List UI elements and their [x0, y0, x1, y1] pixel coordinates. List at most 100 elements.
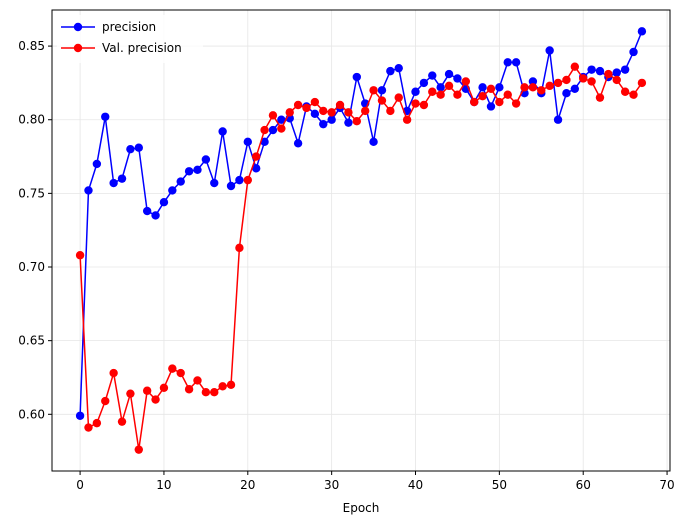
legend-label-precision: precision: [102, 20, 156, 34]
data-point-precision: [612, 68, 621, 77]
data-point-precision: [134, 143, 143, 152]
data-point-val-precision: [629, 90, 638, 99]
data-point-val-precision: [235, 243, 244, 253]
x-tick-label: 60: [576, 478, 591, 492]
data-point-precision: [562, 89, 571, 98]
data-point-val-precision: [528, 83, 538, 92]
data-point-val-precision: [101, 396, 110, 406]
x-axis-label: Epoch: [343, 501, 380, 515]
legend-marker-val-precision: [73, 43, 83, 53]
data-point-precision: [319, 119, 328, 129]
data-point-val-precision: [360, 106, 370, 116]
data-point-precision: [109, 178, 118, 188]
data-point-val-precision: [402, 115, 412, 124]
data-point-val-precision: [168, 364, 177, 373]
data-point-val-precision: [612, 75, 621, 85]
data-point-precision: [226, 181, 236, 191]
grid: [52, 10, 670, 471]
data-point-val-precision: [285, 108, 294, 117]
data-point-precision: [268, 125, 278, 135]
data-point-precision: [428, 71, 437, 80]
data-point-val-precision: [394, 93, 403, 102]
data-point-val-precision: [419, 100, 429, 110]
x-tick-label: 40: [408, 478, 423, 492]
data-point-precision: [344, 118, 353, 127]
data-point-val-precision: [243, 175, 252, 185]
data-point-val-precision: [92, 418, 102, 428]
data-point-val-precision: [293, 100, 303, 110]
data-point-precision: [545, 46, 554, 55]
data-point-precision: [486, 102, 496, 111]
data-point-val-precision: [335, 100, 345, 110]
data-point-val-precision: [637, 78, 647, 88]
data-point-val-precision: [579, 74, 588, 83]
x-tick-label: 10: [156, 478, 171, 492]
data-point-val-precision: [537, 86, 546, 95]
data-point-precision: [218, 127, 227, 136]
data-point-precision: [394, 63, 403, 73]
data-point-val-precision: [369, 86, 378, 95]
data-point-val-precision: [486, 84, 496, 93]
data-point-val-precision: [201, 388, 211, 397]
data-point-precision: [587, 65, 596, 74]
data-point-val-precision: [570, 62, 580, 71]
data-point-precision: [377, 86, 387, 95]
data-point-val-precision: [587, 77, 596, 86]
data-point-val-precision: [411, 99, 420, 108]
legend-marker-precision: [73, 22, 83, 32]
plot-frame: [51, 9, 671, 472]
data-point-val-precision: [84, 423, 93, 432]
data-point-val-precision: [151, 395, 160, 404]
y-tick-label: 0.60: [18, 407, 45, 421]
data-point-precision: [511, 58, 521, 67]
data-point-val-precision: [260, 125, 269, 135]
data-point-precision: [235, 175, 244, 185]
data-point-precision: [243, 137, 252, 147]
data-point-val-precision: [142, 386, 152, 395]
y-tick-label: 0.70: [18, 260, 45, 274]
data-point-precision: [310, 109, 320, 119]
data-point-precision: [75, 411, 85, 420]
data-point-val-precision: [277, 124, 286, 133]
data-point-precision: [117, 174, 127, 183]
data-point-precision: [201, 155, 211, 164]
x-tick-label: 70: [659, 478, 674, 492]
data-point-precision: [503, 58, 512, 67]
ticks: 0 10 20 30 40 50 60 70 0.60 0.65 0.70 0.75 0.80 0.85: [18, 39, 674, 492]
data-point-val-precision: [495, 97, 504, 107]
data-point-val-precision: [109, 368, 118, 378]
data-point-precision: [101, 112, 110, 121]
data-point-precision: [84, 186, 93, 195]
data-point-val-precision: [218, 382, 227, 391]
data-point-val-precision: [226, 380, 236, 390]
data-point-val-precision: [344, 108, 353, 117]
data-point-val-precision: [545, 81, 554, 91]
data-point-precision: [637, 27, 647, 36]
data-point-val-precision: [319, 106, 328, 116]
data-point-val-precision: [117, 417, 127, 426]
y-tick-label: 0.80: [18, 113, 45, 127]
data-point-precision: [260, 137, 269, 147]
data-point-val-precision: [444, 81, 454, 91]
y-tick-label: 0.75: [18, 186, 45, 200]
data-point-precision: [629, 47, 638, 57]
x-tick-label: 50: [492, 478, 507, 492]
x-tick-label: 0: [76, 478, 84, 492]
data-point-precision: [419, 78, 429, 88]
data-point-val-precision: [553, 78, 563, 88]
data-point-precision: [193, 165, 202, 175]
data-point-val-precision: [436, 90, 445, 99]
data-point-precision: [528, 77, 538, 86]
data-point-precision: [495, 83, 504, 92]
data-point-val-precision: [184, 385, 194, 394]
data-point-val-precision: [310, 97, 320, 107]
data-point-precision: [386, 66, 395, 76]
legend: precision Val. precision: [57, 15, 203, 63]
data-point-precision: [168, 186, 177, 195]
data-point-val-precision: [327, 108, 336, 117]
data-point-precision: [184, 167, 194, 176]
data-point-precision: [369, 137, 378, 147]
data-point-val-precision: [470, 97, 479, 107]
data-point-val-precision: [268, 111, 278, 120]
